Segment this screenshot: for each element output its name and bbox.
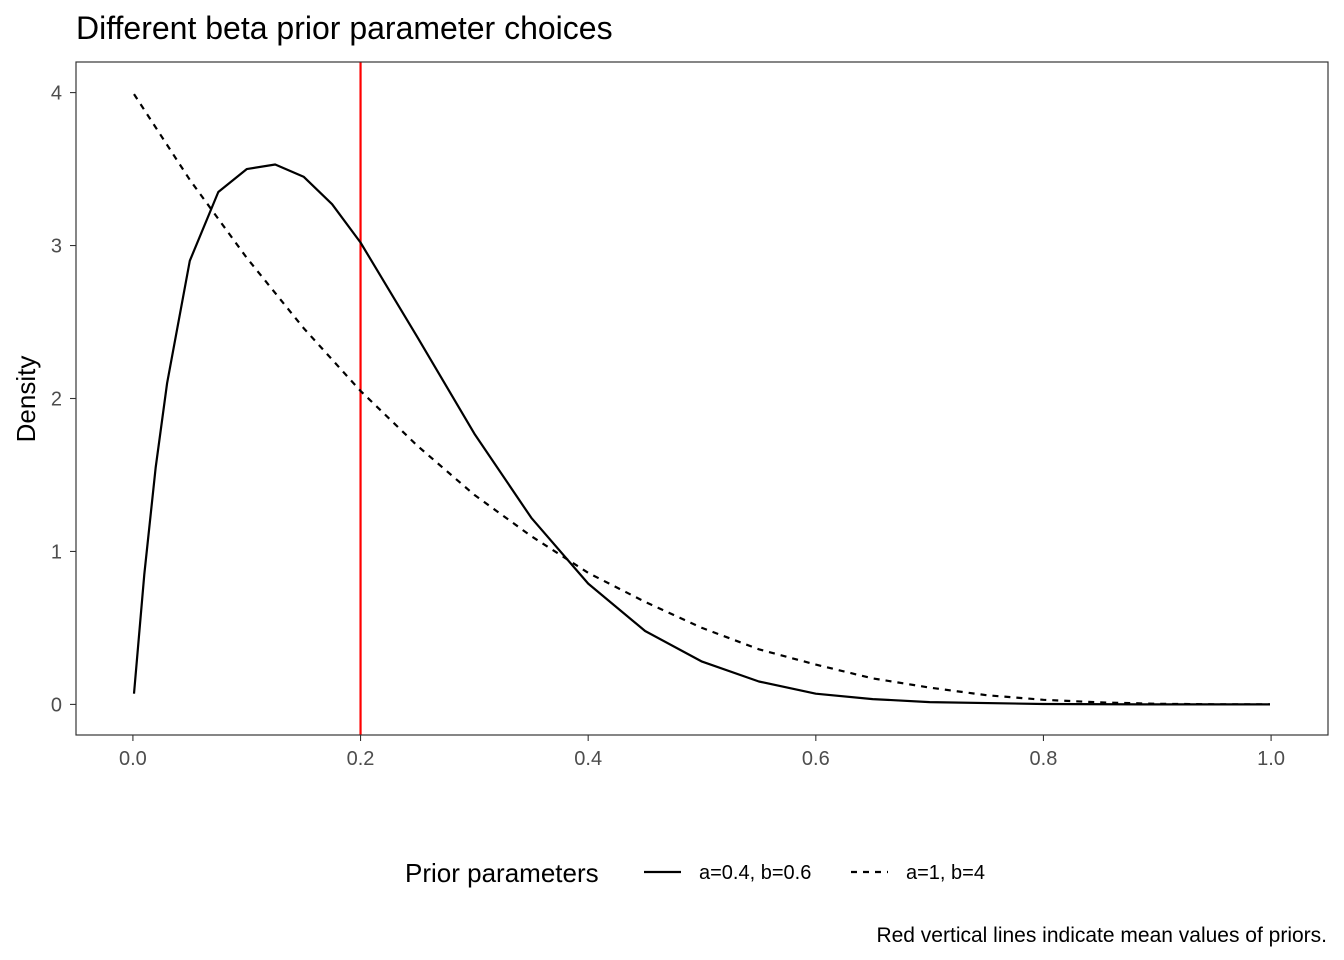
legend-title: Prior parameters bbox=[405, 858, 599, 888]
chart-title: Different beta prior parameter choices bbox=[76, 10, 613, 46]
chart-caption: Red vertical lines indicate mean values … bbox=[876, 924, 1327, 947]
y-tick-label: 3 bbox=[51, 236, 62, 258]
x-tick-label: 0.0 bbox=[119, 748, 147, 770]
plot-area bbox=[75, 61, 1329, 736]
legend-items: a=0.4, b=0.6 a=1, b=4 bbox=[644, 862, 985, 884]
x-tick-label: 0.4 bbox=[574, 748, 602, 770]
x-tick-label: 0.2 bbox=[347, 748, 375, 770]
legend-label-2: a=1, b=4 bbox=[906, 862, 985, 884]
plot-panel bbox=[75, 61, 1329, 736]
x-tick-label: 0.6 bbox=[802, 748, 830, 770]
legend-label-1: a=0.4, b=0.6 bbox=[699, 862, 811, 884]
y-axis: 0 1 2 3 4 bbox=[51, 83, 76, 716]
x-tick-label: 1.0 bbox=[1257, 748, 1285, 770]
x-tick-label: 0.8 bbox=[1030, 748, 1058, 770]
y-tick-label: 4 bbox=[51, 83, 62, 105]
y-tick-label: 0 bbox=[51, 694, 62, 716]
series-lines bbox=[132, 93, 1271, 706]
series-line-2 bbox=[133, 93, 1271, 706]
y-tick-label: 2 bbox=[51, 389, 62, 411]
y-tick-label: 1 bbox=[51, 541, 62, 563]
series-line-1 bbox=[132, 163, 1270, 706]
y-axis-label: Density bbox=[11, 356, 41, 443]
x-axis: 0.0 0.2 0.4 0.6 0.8 1.0 bbox=[119, 735, 1285, 770]
legend: Prior parameters a=0.4, b=0.6 a=1, b=4 bbox=[405, 858, 985, 888]
